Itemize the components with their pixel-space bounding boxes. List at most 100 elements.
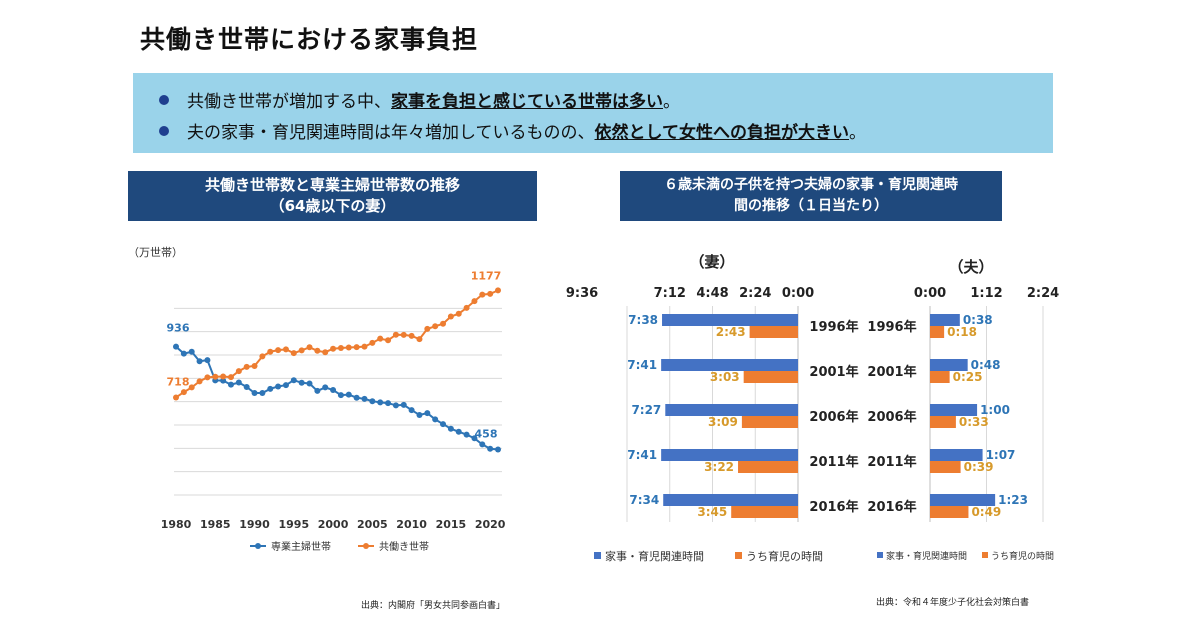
- line-point: [353, 394, 360, 401]
- bullet1-emphasis: 家事を負担と感じている世帯は多い: [391, 92, 663, 112]
- line-point: [275, 383, 282, 390]
- line-point: [495, 287, 501, 294]
- line-point: [243, 383, 250, 390]
- wife-bar-label: 3:45: [697, 505, 727, 519]
- line-legend-label: 共働き世帯: [379, 540, 429, 553]
- line-point: [479, 441, 486, 448]
- left-chart-header: 共働き世帯数と専業主婦世帯数の推移 （64歳以下の妻）: [128, 171, 537, 221]
- line-point: [400, 401, 407, 408]
- bullet2-text: 夫の家事・育児関連時間は年々増加しているものの、: [187, 123, 595, 143]
- husband-bar-label: 1:00: [980, 403, 1010, 417]
- husband-bar-label: 0:49: [971, 505, 1001, 519]
- line-point: [440, 421, 447, 428]
- line-point: [290, 377, 297, 384]
- wife-bar-label: 2:43: [716, 325, 746, 339]
- line-last-label: 458: [475, 428, 498, 441]
- right-chart-header: ６歳未満の子供を持つ夫婦の家事・育児関連時 間の推移（１日当たり）: [620, 171, 1002, 221]
- husband-panel-title: （夫）: [948, 258, 993, 276]
- line-point: [345, 391, 352, 398]
- wife-bar: [663, 494, 798, 506]
- line-point: [196, 378, 203, 385]
- page-title: 共働き世帯における家事負担: [140, 25, 479, 54]
- summary-box: 共働き世帯が増加する中、家事を負担と感じている世帯は多い。 夫の家事・育児関連時…: [133, 73, 1053, 153]
- source-right: 出典：令和４年度少子化社会対策白書: [876, 598, 1030, 608]
- husband-x-tick-label: 1:12: [970, 286, 1002, 301]
- line-point: [447, 313, 454, 320]
- line-x-tick-label: 2020: [475, 518, 506, 531]
- right-header-line1: ６歳未満の子供を持つ夫婦の家事・育児関連時: [664, 177, 958, 193]
- line-point: [212, 373, 219, 380]
- line-point: [455, 428, 462, 435]
- wife-x-tick-label: 9:36: [566, 286, 598, 301]
- husband-category-label: 2001年: [867, 364, 916, 380]
- line-point: [416, 411, 423, 418]
- wife-bar: [741, 416, 798, 428]
- wife-x-tick-label: 7:12: [654, 286, 686, 301]
- line-point: [282, 346, 289, 353]
- line-x-tick-label: 2000: [318, 518, 349, 531]
- husband-category-label: 2006年: [867, 409, 916, 425]
- line-point: [432, 323, 439, 330]
- line-point: [416, 336, 423, 343]
- wife-x-tick-label: 2:24: [739, 286, 771, 301]
- line-point: [235, 379, 242, 386]
- husband-category-label: 2011年: [867, 454, 916, 470]
- line-point: [337, 392, 344, 399]
- husband-x-tick-label: 2:24: [1027, 286, 1059, 301]
- husband-bar: [930, 461, 961, 473]
- husband-x-tick-label: 0:00: [914, 286, 946, 301]
- line-point: [408, 407, 415, 414]
- wife-bar-label: 7:38: [628, 313, 658, 327]
- wife-category-label: 2011年: [809, 454, 858, 470]
- wife-legend-swatch: [594, 552, 601, 559]
- husband-bar: [930, 506, 969, 518]
- line-x-tick-label: 1990: [239, 518, 270, 531]
- line-point: [173, 343, 179, 350]
- line-point: [188, 348, 195, 355]
- left-header-line1: 共働き世帯数と専業主婦世帯数の推移: [204, 176, 460, 194]
- line-x-tick-label: 1995: [278, 518, 309, 531]
- right-header-line2: 間の推移（１日当たり）: [734, 198, 888, 214]
- line-point: [385, 337, 392, 344]
- husband-bar-label: 0:25: [953, 370, 983, 384]
- line-point: [330, 387, 337, 393]
- line-point: [353, 344, 360, 351]
- line-point: [306, 344, 313, 351]
- line-point: [408, 332, 415, 339]
- wife-bar: [738, 461, 798, 473]
- line-point: [377, 399, 384, 406]
- line-legend-marker: [363, 543, 369, 549]
- line-point: [196, 358, 203, 365]
- line-point: [220, 377, 227, 384]
- bullet1-text: 共働き世帯が増加する中、: [187, 92, 391, 112]
- line-x-tick-label: 2010: [396, 518, 427, 531]
- wife-category-label: 2006年: [809, 409, 858, 425]
- wife-bar: [749, 326, 798, 338]
- line-x-tick-label: 1980: [161, 518, 192, 531]
- line-point: [180, 350, 187, 357]
- wife-bar-label: 7:27: [631, 403, 661, 417]
- line-point: [385, 400, 392, 407]
- wife-bar: [743, 371, 798, 383]
- husband-bar: [930, 449, 983, 461]
- husband-category-label: 1996年: [867, 319, 916, 335]
- summary-bullet-2: 夫の家事・育児関連時間は年々増加しているものの、依然として女性への負担が大きい。: [159, 118, 866, 143]
- line-unit-label: （万世帯）: [128, 246, 183, 259]
- husband-bar-label: 1:07: [986, 448, 1016, 462]
- wife-bar: [665, 404, 798, 416]
- wife-bar-label: 7:41: [627, 358, 657, 372]
- wife-bar-label: 3:03: [710, 370, 740, 384]
- line-point: [306, 380, 313, 387]
- husband-bar-label: 1:23: [998, 493, 1028, 507]
- line-point: [487, 290, 494, 297]
- wife-bar: [661, 449, 798, 461]
- line-point: [227, 374, 234, 381]
- husband-bar: [930, 404, 978, 416]
- line-point: [345, 344, 352, 351]
- bullet2-end: 。: [849, 123, 866, 143]
- line-point: [337, 345, 344, 351]
- wife-bar: [731, 506, 798, 518]
- line-point: [204, 357, 211, 364]
- left-header-line2: （64歳以下の妻）: [269, 197, 396, 215]
- line-point: [220, 373, 227, 380]
